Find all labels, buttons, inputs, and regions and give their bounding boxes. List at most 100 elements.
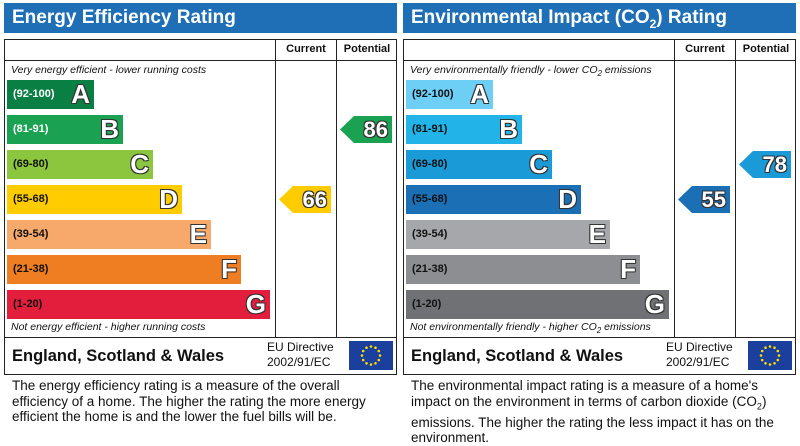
band-letter: B (499, 114, 518, 144)
current-rating-value: 66 (302, 187, 327, 212)
band-letter: C (130, 149, 149, 179)
environmental-impact-description: The environmental impact rating is a mea… (411, 378, 796, 446)
band-letter: G (245, 289, 266, 319)
band-range-label: (21-38) (13, 263, 49, 275)
band-range-label: (1-20) (13, 298, 43, 310)
eu-star (776, 349, 780, 353)
eu-star (768, 363, 772, 366)
band-letter: C (529, 149, 548, 179)
eu-star (369, 345, 373, 348)
rating-band-c: (69-80) C (406, 149, 552, 179)
description-text-start: The environmental impact rating is a mea… (411, 378, 758, 409)
potential-rating-arrow: 78 (739, 151, 791, 178)
energy-efficiency-title: Energy Efficiency Rating (4, 3, 397, 33)
environmental-impact-title: Environmental Impact (CO2) Rating (403, 3, 796, 33)
eu-star (377, 358, 381, 362)
energy-efficiency-panel: Energy Efficiency Rating Current Potenti… (4, 3, 397, 443)
potential-rating-value: 86 (363, 117, 388, 142)
band-range-label: (69-80) (412, 158, 448, 170)
energy-efficiency-chart: Current Potential Very energy efficient … (4, 39, 397, 338)
band-letter: E (189, 219, 207, 249)
rating-band-e: (39-54) E (406, 219, 610, 249)
bottom-caption-text: Not environmentally friendly - higher CO (410, 321, 597, 333)
potential-column-header: Potential (742, 43, 790, 55)
bottom-caption-suffix: emissions (601, 321, 651, 333)
eu-star (365, 346, 368, 350)
band-range-label: (55-68) (13, 193, 49, 205)
potential-rating-arrow: 86 (340, 116, 392, 143)
eu-star (773, 346, 776, 350)
header-divider (5, 60, 396, 61)
eu-star (369, 363, 373, 366)
potential-column-header: Potential (343, 43, 391, 55)
band-range-label: (92-100) (13, 88, 55, 100)
band-range-label: (55-68) (412, 193, 448, 205)
description-subscript: 2 (756, 401, 762, 412)
eu-star (378, 354, 382, 357)
energy-efficiency-description: The energy efficiency rating is a measur… (12, 378, 397, 425)
current-column-header: Current (685, 43, 725, 55)
current-column-header: Current (286, 43, 326, 55)
eu-star (374, 361, 377, 365)
description-text: The environmental impact rating is a mea… (411, 378, 796, 446)
eu-star (764, 361, 767, 365)
rating-band-a: (92-100) A (7, 79, 94, 109)
top-caption: Very energy efficient - lower running co… (11, 64, 207, 76)
title-text: Environmental Impact (CO (411, 7, 650, 28)
band-range-label: (81-91) (13, 123, 49, 135)
band-letter: D (159, 184, 178, 214)
eu-star (776, 358, 780, 362)
bottom-caption-subscript: 2 (596, 326, 602, 336)
rating-band-g: (1-20) G (406, 289, 669, 319)
band-range-label: (39-54) (13, 228, 49, 240)
title-suffix: ) Rating (656, 7, 728, 28)
region-label: England, Scotland & Wales (12, 347, 225, 365)
band-range-label: (21-38) (412, 263, 448, 275)
bottom-caption: Not environmentally friendly - higher CO… (410, 321, 651, 335)
eu-star (759, 354, 763, 357)
eu-star (760, 349, 764, 353)
top-caption: Very environmentally friendly - lower CO… (410, 64, 652, 78)
rating-band-f: (21-38) F (406, 254, 640, 284)
directive-line-1: EU Directive (267, 340, 334, 354)
column-divider (735, 40, 736, 337)
band-range-label: (1-20) (412, 298, 442, 310)
directive-line-1: EU Directive (666, 340, 733, 354)
column-divider (674, 40, 675, 337)
eu-star (760, 358, 764, 362)
band-letter: G (644, 289, 665, 319)
current-rating-arrow: 66 (279, 186, 331, 213)
header-divider (404, 60, 795, 61)
band-letter: B (100, 114, 119, 144)
eu-star (361, 349, 365, 353)
band-range-label: (92-100) (412, 88, 454, 100)
eu-directive: EU Directive 2002/91/EC (267, 340, 334, 370)
eu-star (768, 345, 772, 348)
rating-band-e: (39-54) E (7, 219, 211, 249)
directive-line-2: 2002/91/EC (267, 355, 331, 369)
band-letter: F (620, 254, 636, 284)
rating-band-a: (92-100) A (406, 79, 493, 109)
top-caption-subscript: 2 (597, 69, 602, 79)
rating-band-b: (81-91) B (406, 114, 522, 144)
column-divider (275, 40, 276, 337)
eu-star (764, 346, 767, 350)
band-range-label: (69-80) (13, 158, 49, 170)
eu-flag-icon (349, 341, 393, 370)
band-letter: A (71, 79, 90, 109)
column-divider (336, 40, 337, 337)
band-letter: E (588, 219, 606, 249)
environmental-impact-chart: Current Potential Very environmentally f… (403, 39, 796, 338)
rating-band-c: (69-80) C (7, 149, 153, 179)
band-letter: D (558, 184, 577, 214)
directive-line-2: 2002/91/EC (666, 355, 730, 369)
top-caption-suffix: emissions (601, 64, 652, 76)
eu-directive: EU Directive 2002/91/EC (666, 340, 733, 370)
environmental-impact-panel: Environmental Impact (CO2) Rating Curren… (403, 3, 796, 443)
current-rating-value: 55 (701, 187, 726, 212)
rating-band-d: (55-68) D (7, 184, 182, 214)
current-rating-arrow: 55 (678, 186, 730, 213)
eu-flag-icon (748, 341, 792, 370)
rating-band-d: (55-68) D (406, 184, 581, 214)
eu-star (377, 349, 381, 353)
